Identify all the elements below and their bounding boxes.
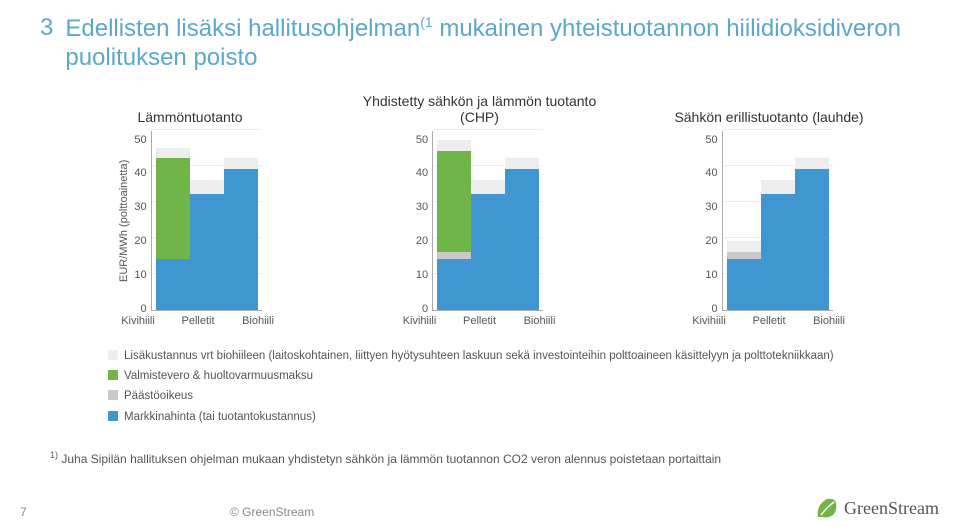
legend-item: Valmistevero & huoltovarmuusmaksu (108, 367, 899, 385)
page-number: 7 (20, 505, 40, 519)
y-axis-ticks: 50403020100 (134, 131, 146, 311)
bar (761, 180, 795, 310)
logo: GreenStream (814, 495, 939, 521)
legend-swatch (108, 390, 118, 400)
bar (437, 140, 471, 309)
y-axis-ticks: 50403020100 (705, 131, 717, 311)
bar (224, 158, 258, 309)
legend-swatch (108, 350, 118, 360)
copyright: © GreenStream (230, 505, 314, 519)
charts-container: Lämmöntuotanto EUR/MWh (polttoainetta) 504… (0, 73, 959, 327)
legend-item: Markkinahinta (tai tuotantokustannus) (108, 408, 899, 426)
chart-title: Yhdistetty sähkön ja lämmön tuotanto (CH… (350, 91, 610, 125)
legend-label: Lisäkustannus vrt biohiileen (laitoskoht… (124, 347, 834, 365)
legend-item: Päästöoikeus (108, 387, 899, 405)
legend-swatch (108, 411, 118, 421)
legend-label: Markkinahinta (tai tuotantokustannus) (124, 408, 316, 426)
x-axis-ticks: KivihiiliPelletitBiohiili (390, 315, 570, 327)
x-axis-ticks: KivihiiliPelletitBiohiili (679, 315, 859, 327)
y-axis-label: EUR/MWh (polttoainetta) (118, 131, 130, 311)
plot-area (722, 131, 833, 311)
plot-area (432, 131, 543, 311)
logo-icon (814, 495, 840, 521)
bar (190, 180, 224, 310)
slide-title: Edellisten lisäksi hallitusohjelman(1 mu… (65, 14, 919, 73)
bar (795, 158, 829, 309)
y-axis-ticks: 50403020100 (416, 131, 428, 311)
chart-title: Lämmöntuotanto (137, 91, 242, 125)
legend: Lisäkustannus vrt biohiileen (laitoskoht… (0, 327, 959, 427)
bar (727, 241, 761, 309)
bar (156, 148, 190, 310)
logo-text: GreenStream (844, 498, 939, 519)
legend-label: Valmistevero & huoltovarmuusmaksu (124, 367, 313, 385)
bar (471, 180, 505, 310)
footnote: 1) Juha Sipilän hallituksen ohjelman muk… (0, 428, 959, 466)
legend-item: Lisäkustannus vrt biohiileen (laitoskoht… (108, 347, 899, 365)
slide-number: 3 (40, 14, 53, 42)
chart-title: Sähkön erillistuotanto (lauhde) (674, 91, 863, 125)
legend-swatch (108, 370, 118, 380)
bar (505, 158, 539, 309)
legend-label: Päästöoikeus (124, 387, 193, 405)
x-axis-ticks: KivihiiliPelletitBiohiili (92, 315, 288, 327)
plot-area (151, 131, 262, 311)
